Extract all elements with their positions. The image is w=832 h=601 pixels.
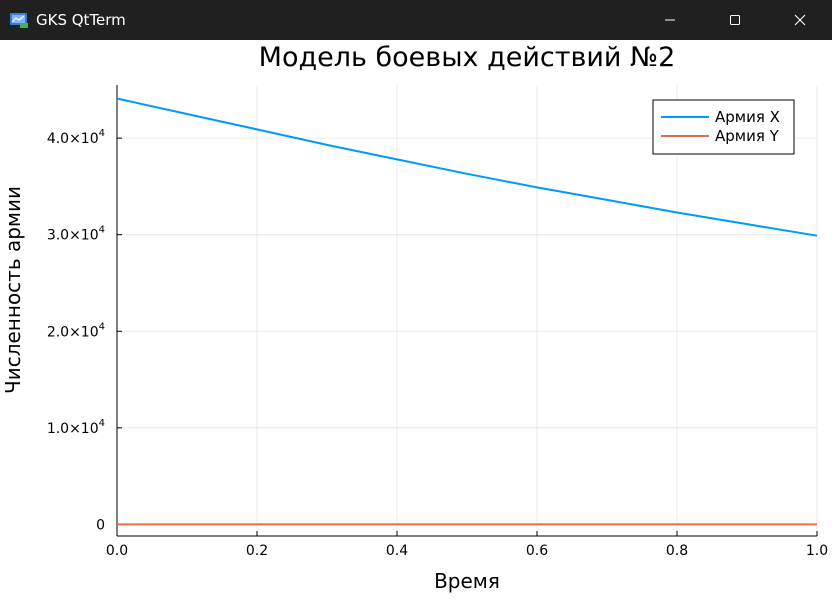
x-tick-label: 0.0 (106, 543, 128, 559)
minimize-button[interactable] (637, 0, 703, 40)
x-tick-label: 1.0 (806, 543, 828, 559)
line-chart: 0.0 0.2 0.4 0.6 0.8 1.0 0 1.0×104 2.0×104 3.0×104… (1, 42, 828, 593)
series-line-army-x (116, 97, 818, 237)
minimize-icon (665, 19, 675, 21)
legend-label: Армия Y (715, 127, 780, 145)
y-axis-label: Численность армии (1, 186, 25, 394)
x-tick-label: 0.4 (386, 543, 408, 559)
maximize-icon (730, 15, 740, 25)
x-tick-label: 0.6 (526, 543, 548, 559)
plot-area: 0.0 0.2 0.4 0.6 0.8 1.0 0 1.0×104 2.0×104 3.0×104… (0, 40, 832, 597)
tick-labels: 0.0 0.2 0.4 0.6 0.8 1.0 0 1.0×104 2.0×104 3.0×104… (47, 128, 828, 559)
y-tick-label: 2.0×104 (47, 321, 105, 340)
title-bar: GKS QtTerm (0, 0, 832, 40)
close-button[interactable] (767, 0, 832, 40)
gks-app-icon (10, 13, 28, 28)
x-tick-label: 0.2 (246, 543, 268, 559)
x-axis-label: Время (434, 569, 500, 593)
y-tick-label: 3.0×104 (47, 225, 105, 244)
series-lines (116, 97, 818, 526)
y-tick-label: 4.0×104 (47, 128, 105, 147)
x-tick-label: 0.8 (666, 543, 688, 559)
legend-label: Армия X (715, 108, 780, 126)
window-title: GKS QtTerm (36, 11, 126, 29)
maximize-button[interactable] (702, 0, 768, 40)
legend-box (652, 99, 795, 155)
y-tick-label: 0 (96, 517, 105, 533)
chart-title: Модель боевых действий №2 (259, 42, 676, 73)
y-tick-label: 1.0×104 (47, 418, 105, 437)
close-icon (794, 14, 806, 26)
